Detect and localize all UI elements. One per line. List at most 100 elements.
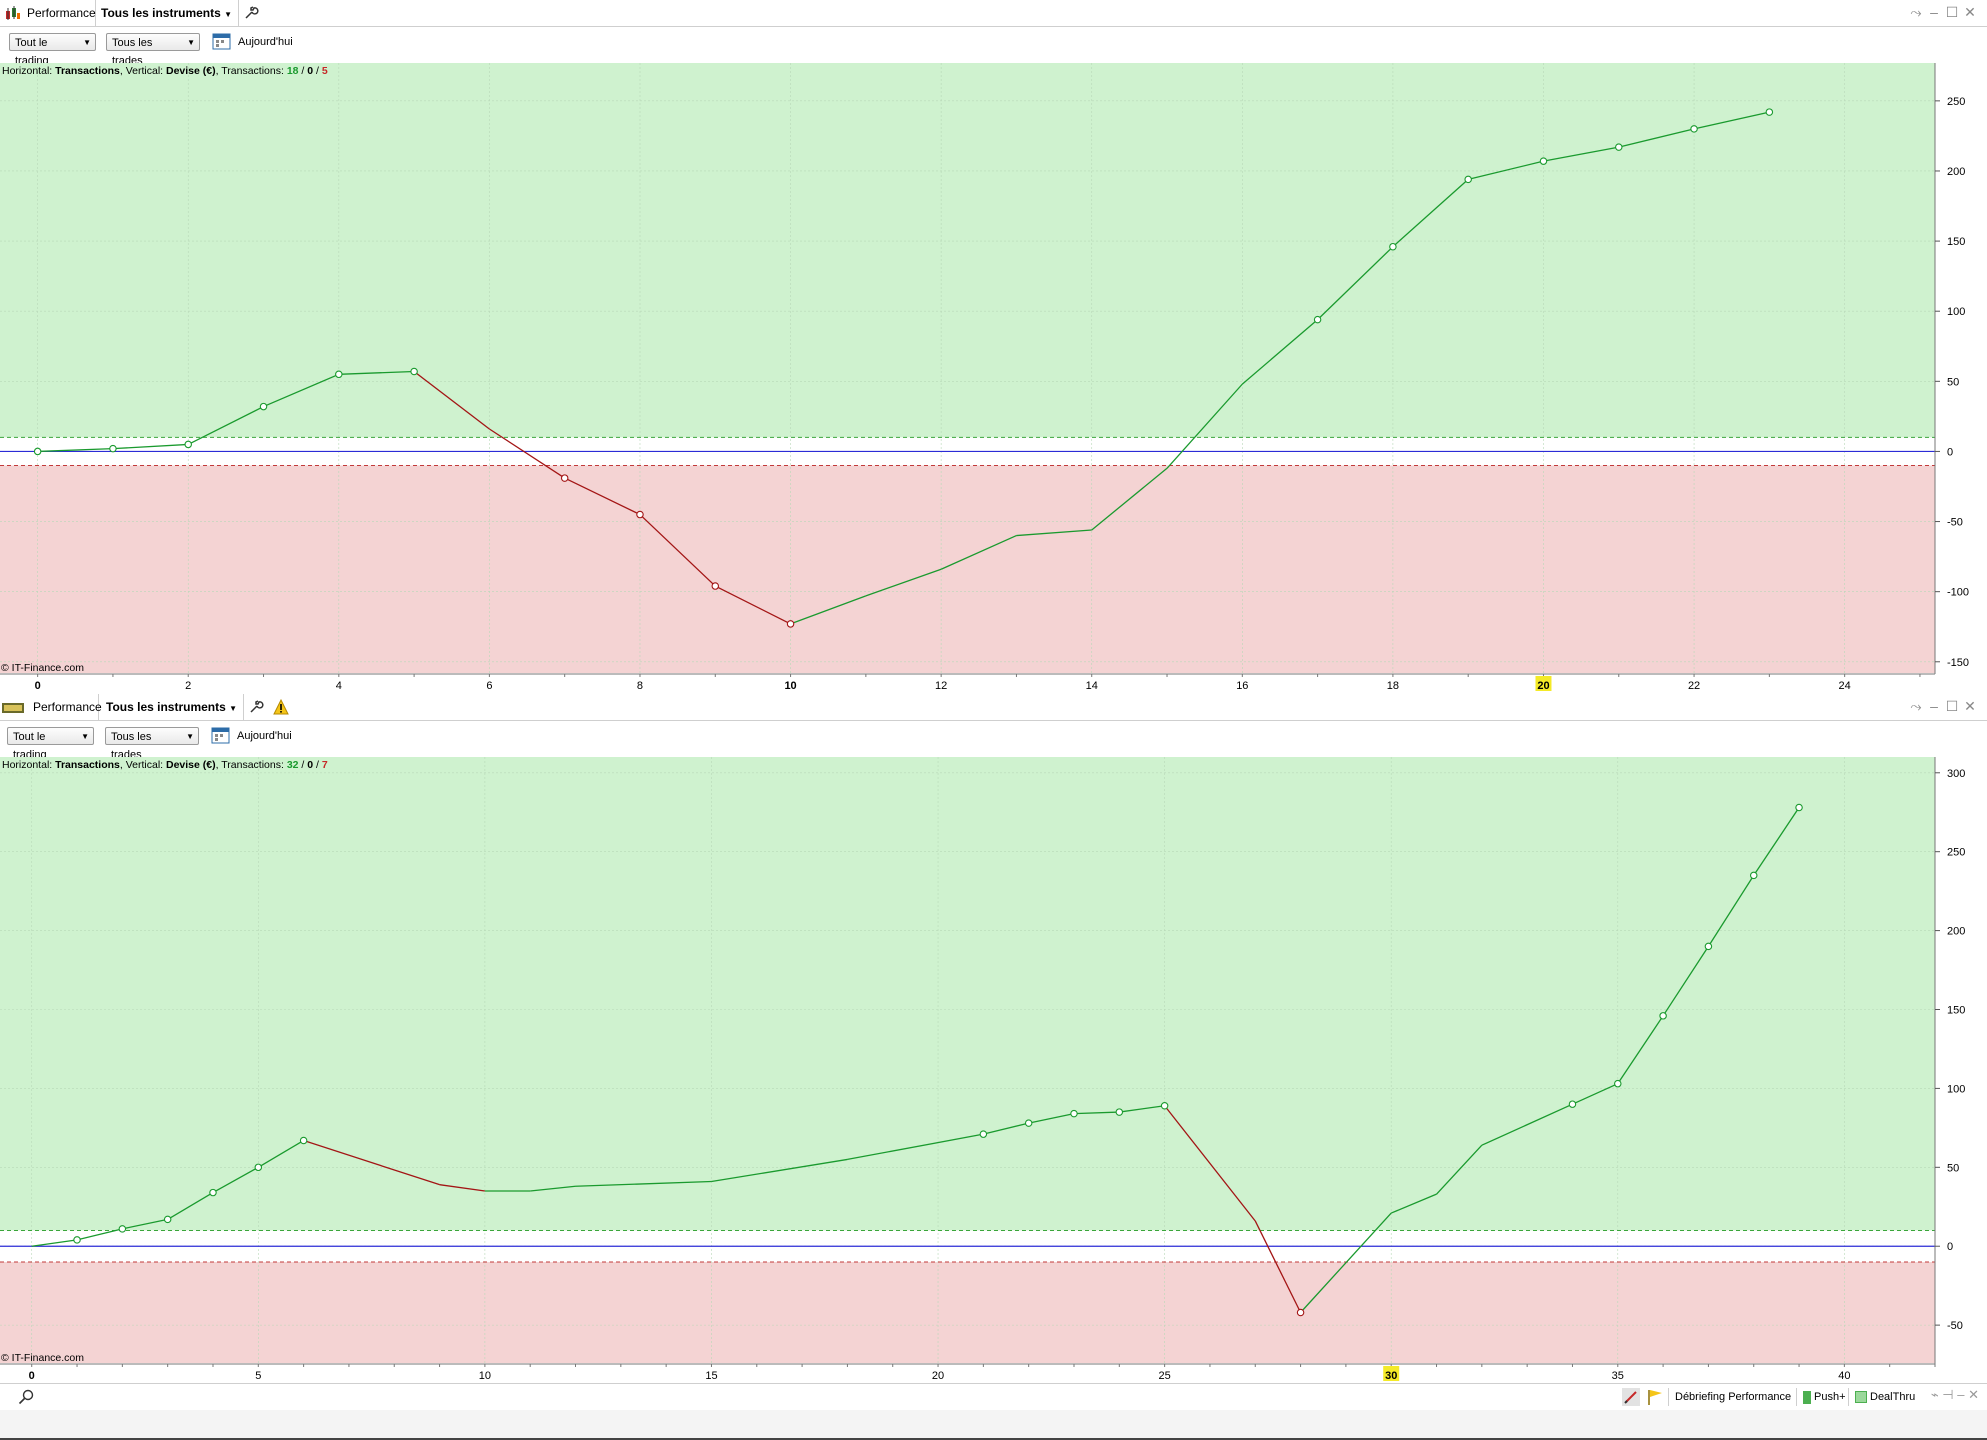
share-icon[interactable]: ⤳ bbox=[1910, 4, 1922, 20]
equity-segment bbox=[1300, 1212, 1392, 1313]
instrument-selector[interactable]: Tous les instruments ▼ bbox=[101, 0, 239, 26]
trade-point bbox=[410, 367, 418, 376]
equity-segment bbox=[1392, 178, 1469, 248]
y-tick-label: 300 bbox=[1947, 768, 1965, 780]
x-tick-label: 10 bbox=[479, 1370, 491, 1382]
x-tick-label: 4 bbox=[336, 680, 342, 692]
dealthru-label: DealThru bbox=[1870, 1391, 1916, 1403]
equity-segment bbox=[1016, 529, 1092, 537]
equity-segment bbox=[564, 477, 641, 516]
x-tick-label: 6 bbox=[486, 680, 492, 692]
trade-point bbox=[1704, 942, 1713, 951]
equity-segment bbox=[1317, 246, 1394, 321]
debriefing-performance-button[interactable]: Débriefing Performance bbox=[1668, 1388, 1791, 1406]
x-tick-label: 20 bbox=[932, 1370, 944, 1382]
tab-performance[interactable]: Performance bbox=[27, 694, 102, 720]
trade-point bbox=[1614, 1079, 1622, 1088]
x-tick-label: 2 bbox=[185, 680, 191, 692]
equity-segment bbox=[1753, 807, 1800, 876]
date-label[interactable]: Aujourd'hui bbox=[238, 36, 293, 48]
trade-point bbox=[209, 1188, 217, 1197]
dealthru-status-icon bbox=[1855, 1391, 1867, 1404]
share-icon[interactable]: ⤳ bbox=[1910, 698, 1922, 714]
equity-segment bbox=[167, 1192, 214, 1220]
minimize-icon[interactable]: – bbox=[1930, 698, 1938, 714]
tab-performance-label: Performance bbox=[33, 700, 102, 714]
trade-point bbox=[1690, 125, 1698, 133]
trade-point bbox=[1296, 1308, 1305, 1317]
date-label[interactable]: Aujourd'hui bbox=[237, 730, 292, 742]
pencil-icon[interactable] bbox=[1622, 1388, 1640, 1406]
trading-filter-dropdown[interactable]: Tout le trading ▼ bbox=[7, 727, 94, 761]
equity-segment bbox=[1028, 1113, 1075, 1124]
warning-icon[interactable] bbox=[273, 699, 289, 715]
calendar-icon[interactable] bbox=[212, 31, 232, 51]
equity-segment bbox=[1693, 111, 1770, 130]
equity-segment bbox=[1543, 146, 1619, 162]
trade-point bbox=[254, 1163, 263, 1172]
equity-segment bbox=[1166, 383, 1243, 469]
chart-icon[interactable]: ⌁ bbox=[1930, 1387, 1939, 1402]
trading-filter-dropdown[interactable]: Tout le trading ▼ bbox=[9, 33, 96, 67]
candlestick-app-icon bbox=[6, 6, 20, 20]
x-tick-label: 12 bbox=[935, 680, 947, 692]
trade-point bbox=[259, 402, 268, 411]
equity-segment bbox=[1390, 1193, 1437, 1214]
trade-point bbox=[109, 444, 117, 453]
wrench-icon[interactable] bbox=[243, 5, 259, 21]
dealthru-button[interactable]: DealThru bbox=[1848, 1388, 1915, 1406]
equity-segment bbox=[1241, 319, 1319, 385]
x-tick-label: 22 bbox=[1688, 680, 1700, 692]
x-tick-label: 8 bbox=[637, 680, 643, 692]
panel-tabbar: Performance Tous les instruments ▼ ⤳ – ☐ ✕ bbox=[0, 694, 1987, 721]
push-plus-button[interactable]: Push+ bbox=[1796, 1388, 1846, 1406]
trades-filter-dropdown[interactable]: Tous les trades ▼ bbox=[105, 727, 199, 761]
broker-logo-icon bbox=[2, 703, 24, 713]
close-icon[interactable]: ✕ bbox=[1968, 1387, 1979, 1402]
trades-filter-dropdown[interactable]: Tous les trades ▼ bbox=[106, 33, 200, 67]
trade-point bbox=[73, 1236, 81, 1244]
equity-segment bbox=[122, 1218, 168, 1230]
minimize-icon[interactable]: – bbox=[1930, 4, 1938, 20]
x-tick-label: 15 bbox=[705, 1370, 717, 1382]
instrument-selector[interactable]: Tous les instruments ▼ bbox=[106, 694, 244, 720]
close-icon[interactable]: ✕ bbox=[1964, 4, 1976, 20]
equity-segment bbox=[575, 1180, 712, 1187]
panel-tabbar: Performance Tous les instruments ▼ ⤳ – ☐ ✕ bbox=[0, 0, 1987, 27]
wrench-icon[interactable] bbox=[248, 699, 264, 715]
trade-point bbox=[1160, 1102, 1169, 1110]
chevron-down-icon: ▼ bbox=[186, 732, 194, 741]
trade-point bbox=[33, 447, 42, 456]
trade-point bbox=[1070, 1109, 1078, 1118]
chevron-down-icon: ▼ bbox=[187, 38, 195, 47]
tab-performance[interactable]: Performance bbox=[27, 0, 96, 26]
close-icon[interactable]: ✕ bbox=[1964, 698, 1976, 714]
chevron-down-icon: ▼ bbox=[229, 704, 238, 713]
equity-segment bbox=[714, 585, 791, 625]
maximize-icon[interactable]: ☐ bbox=[1945, 698, 1959, 714]
minimize-icon[interactable]: – bbox=[1957, 1387, 1965, 1402]
equity-segment bbox=[1073, 1111, 1120, 1115]
search-icon[interactable] bbox=[18, 1389, 34, 1405]
trade-point bbox=[711, 582, 720, 590]
copyright-text: © IT-Finance.com bbox=[1, 1352, 84, 1364]
copyright-text: © IT-Finance.com bbox=[1, 662, 84, 674]
equity-segment bbox=[338, 370, 415, 375]
x-tick-label: 40 bbox=[1838, 1370, 1850, 1382]
equity-segment bbox=[489, 428, 566, 479]
instrument-selector-label: Tous les instruments bbox=[101, 6, 221, 20]
pin-icon[interactable]: ⊣ bbox=[1942, 1387, 1954, 1402]
flag-icon[interactable] bbox=[1646, 1388, 1664, 1406]
equity-segment bbox=[711, 1158, 848, 1183]
trade-point bbox=[1115, 1108, 1124, 1116]
status-bar: Débriefing Performance Push+ DealThru ⌁ … bbox=[0, 1383, 1987, 1411]
equity-segment bbox=[413, 370, 490, 430]
equity-segment bbox=[37, 447, 113, 453]
trade-point bbox=[299, 1136, 308, 1145]
equity-segment bbox=[1662, 946, 1709, 1017]
y-tick-label: 100 bbox=[1947, 306, 1965, 318]
calendar-icon[interactable] bbox=[211, 725, 231, 745]
equity-segment bbox=[1119, 1105, 1165, 1113]
maximize-icon[interactable]: ☐ bbox=[1945, 4, 1959, 20]
